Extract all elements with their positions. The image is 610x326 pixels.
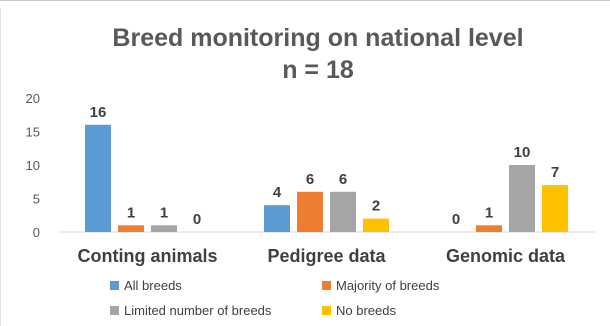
data-label: 6 — [339, 171, 347, 188]
bar — [542, 185, 568, 232]
bar — [85, 124, 111, 232]
bar — [509, 165, 535, 232]
data-label: 4 — [273, 184, 282, 201]
bar — [363, 218, 389, 232]
bar — [151, 225, 177, 232]
chart-subtitle: n = 18 — [282, 56, 354, 84]
bar — [118, 225, 144, 232]
chart-frame-top — [0, 0, 610, 9]
data-label: 7 — [551, 164, 559, 181]
x-category-label: Genomic data — [446, 246, 566, 266]
data-label: 16 — [90, 104, 107, 121]
y-tick-label: 10 — [26, 158, 40, 173]
data-label: 6 — [306, 171, 314, 188]
y-tick-label: 5 — [33, 192, 40, 207]
bar — [264, 205, 290, 232]
data-label: 10 — [514, 144, 531, 161]
legend-swatch — [110, 306, 119, 315]
x-category-label: Pedigree data — [267, 246, 386, 266]
bar — [330, 191, 356, 232]
data-label: 1 — [160, 204, 168, 221]
y-tick-label: 0 — [33, 225, 40, 240]
data-label: 1 — [485, 204, 493, 221]
legend-swatch — [322, 306, 331, 315]
legend-label: Majority of breeds — [336, 278, 440, 293]
data-label: 0 — [193, 211, 201, 228]
bar — [476, 225, 502, 232]
bar — [297, 191, 323, 232]
legend-swatch — [110, 281, 119, 290]
y-tick-label: 15 — [26, 125, 40, 140]
data-label: 0 — [452, 211, 460, 228]
legend-swatch — [322, 281, 331, 290]
x-category-label: Conting animals — [77, 246, 217, 266]
data-label: 2 — [372, 198, 380, 215]
data-label: 1 — [127, 204, 135, 221]
chart-title: Breed monitoring on national level — [112, 24, 523, 52]
y-tick-label: 20 — [26, 91, 40, 106]
legend-label: Limited number of breeds — [124, 303, 272, 318]
legend-label: No breeds — [336, 303, 396, 318]
chart-frame-left — [0, 8, 1, 326]
legend-label: All breeds — [124, 278, 182, 293]
